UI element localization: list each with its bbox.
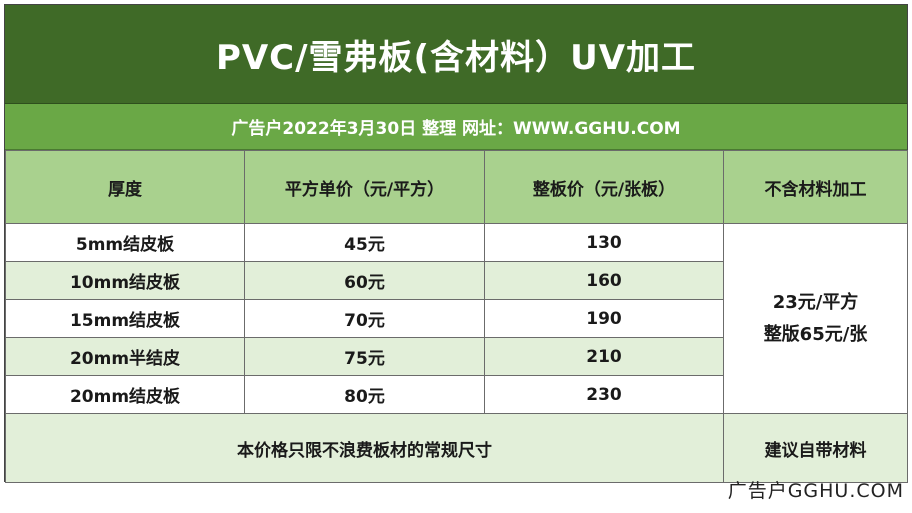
page-title: PVC/雪弗板(含材料）UV加工 (215, 37, 697, 78)
header-sqm-price: 平方单价（元/平方） (244, 150, 485, 224)
price-sheet: PVC/雪弗板(含材料）UV加工 广告户2022年3月30日 整理 网址：WWW… (4, 4, 908, 483)
table-row: 20mm半结皮 75元 210 (5, 337, 908, 376)
table-row: 15mm结皮板 70元 190 (5, 299, 908, 338)
cell-sqm-price: 80元 (244, 375, 485, 414)
cell-thickness: 20mm结皮板 (5, 375, 245, 414)
cell-no-material-price: 23元/平方 整版65元/张 (723, 223, 908, 414)
cell-sqm-price: 75元 (244, 337, 485, 376)
cell-sheet-price: 160 (484, 261, 724, 300)
cell-sheet-price: 190 (484, 299, 724, 338)
cell-sqm-price: 60元 (244, 261, 485, 300)
cell-thickness: 5mm结皮板 (5, 223, 245, 262)
table-row: 20mm结皮板 80元 230 (5, 375, 908, 414)
cell-thickness: 20mm半结皮 (5, 337, 245, 376)
subtitle-text: 广告户2022年3月30日 整理 网址：WWW.GGHU.COM (231, 119, 681, 139)
watermark-text: 广告户GGHU.COM (727, 480, 904, 502)
footer-note: 本价格只限不浪费板材的常规尺寸 (5, 413, 724, 483)
table-row: 10mm结皮板 60元 160 (5, 261, 908, 300)
header-sheet-price: 整板价（元/张板） (484, 150, 724, 224)
cell-sheet-price: 130 (484, 223, 724, 262)
price-table: 厚度 平方单价（元/平方） 整板价（元/张板） 不含材料加工 5mm结皮板 45… (5, 150, 908, 483)
footer-row: 本价格只限不浪费板材的常规尺寸 建议自带材料 (5, 413, 908, 483)
cell-sheet-price: 210 (484, 337, 724, 376)
table-row: 5mm结皮板 45元 130 23元/平方 整版65元/张 (5, 223, 908, 414)
no-material-line2: 整版65元/张 (763, 323, 868, 345)
cell-sheet-price: 230 (484, 375, 724, 414)
header-row: 厚度 平方单价（元/平方） 整板价（元/张板） 不含材料加工 (5, 150, 908, 224)
header-no-material: 不含材料加工 (723, 150, 908, 224)
cell-thickness: 15mm结皮板 (5, 299, 245, 338)
cell-thickness: 10mm结皮板 (5, 261, 245, 300)
cell-sqm-price: 45元 (244, 223, 485, 262)
footer-advice: 建议自带材料 (723, 413, 908, 483)
header-thickness: 厚度 (5, 150, 245, 224)
no-material-line1: 23元/平方 (772, 291, 859, 313)
cell-sqm-price: 70元 (244, 299, 485, 338)
title-banner: PVC/雪弗板(含材料）UV加工 (5, 5, 907, 104)
subtitle-banner: 广告户2022年3月30日 整理 网址：WWW.GGHU.COM (5, 104, 907, 150)
